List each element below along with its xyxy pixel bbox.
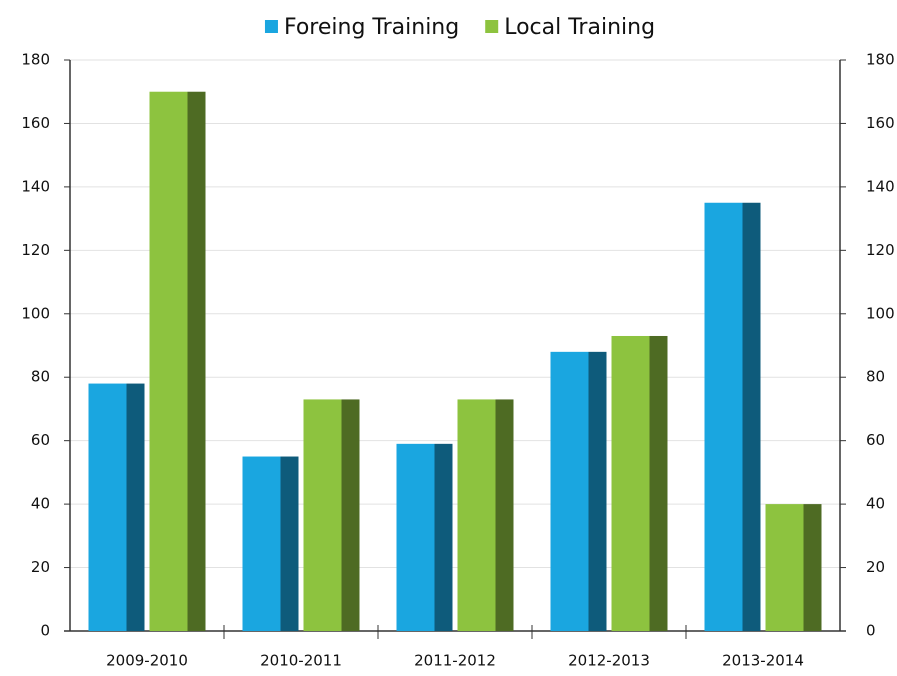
x-tick-label: 2012-2013 xyxy=(568,652,650,670)
bar xyxy=(396,443,453,631)
y2-tick-label: 20 xyxy=(866,558,885,576)
x-tick-label: 2011-2012 xyxy=(414,652,496,670)
y-tick-label: 40 xyxy=(31,495,50,513)
y-tick-label: 80 xyxy=(31,368,50,386)
bar xyxy=(88,383,145,631)
legend: Foreing Training Local Training xyxy=(264,15,655,40)
bar xyxy=(765,504,822,631)
bar xyxy=(550,351,607,631)
y2-tick-label: 100 xyxy=(866,304,895,322)
bar xyxy=(242,456,299,631)
legend-swatch xyxy=(485,20,499,33)
y-tick-label: 100 xyxy=(21,304,50,322)
y2-tick-label: 160 xyxy=(866,114,895,132)
bar xyxy=(457,399,514,631)
x-tick-label: 2013-2014 xyxy=(722,652,804,670)
legend-label: Local Training xyxy=(504,15,655,40)
y-tick-label: 20 xyxy=(31,558,50,576)
bar xyxy=(611,335,668,631)
bar xyxy=(704,202,761,631)
y-tick-label: 120 xyxy=(21,241,50,259)
y-tick-label: 160 xyxy=(21,114,50,132)
y2-tick-label: 40 xyxy=(866,495,885,513)
bar xyxy=(149,91,206,631)
y-tick-label: 140 xyxy=(21,177,50,195)
y2-tick-label: 140 xyxy=(866,177,895,195)
y2-tick-label: 180 xyxy=(866,51,895,69)
y-tick-label: 180 xyxy=(21,51,50,69)
bar xyxy=(303,399,360,631)
x-tick-label: 2009-2010 xyxy=(106,652,188,670)
legend-label: Foreing Training xyxy=(284,15,459,40)
legend-swatch xyxy=(264,20,278,33)
y2-tick-label: 0 xyxy=(866,622,876,640)
y2-tick-label: 80 xyxy=(866,368,885,386)
y-tick-label: 0 xyxy=(40,622,50,640)
x-tick-label: 2010-2011 xyxy=(260,652,342,670)
y-tick-label: 60 xyxy=(31,431,50,449)
y2-tick-label: 60 xyxy=(866,431,885,449)
y2-tick-label: 120 xyxy=(866,241,895,259)
